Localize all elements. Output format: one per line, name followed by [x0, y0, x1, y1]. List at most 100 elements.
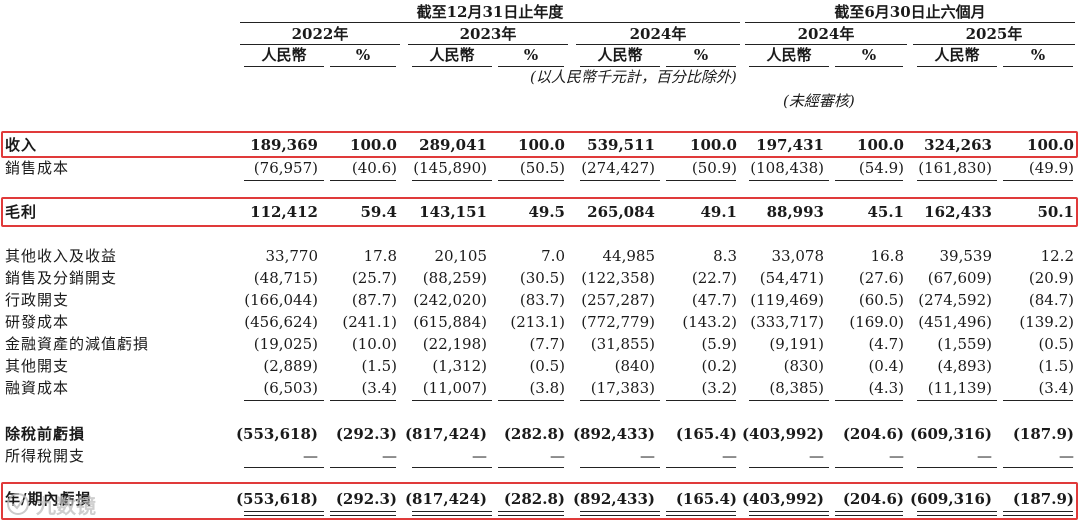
amount-cell: (11,139) [927, 379, 992, 397]
percent-cell: (0.5) [529, 357, 565, 375]
year-rule [408, 44, 568, 45]
subtotal-rule [835, 180, 903, 181]
watermark-logo-icon [7, 493, 29, 515]
subheader-rule [498, 66, 564, 67]
subtotal-rule [412, 400, 492, 401]
percent-cell: (241.1) [342, 313, 397, 331]
amount-cell: (830) [783, 357, 824, 375]
subtotal-rule [835, 467, 903, 468]
group-header-half-rule [745, 22, 1075, 23]
subheader-percent: % [861, 46, 877, 64]
percent-cell: (204.6) [842, 425, 904, 443]
table-row-net-loss: 年/期內虧損 (553,618) (292.3) (817,424) (282.8) (8… [0, 488, 1080, 510]
subheader-rule [580, 66, 660, 67]
amount-cell: — [640, 447, 655, 465]
percent-cell: 45.1 [867, 203, 904, 221]
row-label: 行政開支 [5, 291, 70, 309]
percent-cell: (292.3) [335, 425, 397, 443]
percent-cell: (292.3) [335, 490, 397, 508]
subtotal-rule [498, 400, 564, 401]
percent-cell: (47.7) [691, 291, 737, 309]
row-label: 所得稅開支 [5, 447, 86, 465]
amount-cell: (122,358) [581, 269, 655, 287]
percent-cell: (3.4) [361, 379, 397, 397]
subtotal-rule [330, 180, 396, 181]
percent-cell: 8.3 [713, 247, 737, 265]
subtotal-rule [917, 400, 997, 401]
amount-cell: (145,890) [413, 159, 487, 177]
amount-cell: 88,993 [766, 203, 824, 221]
amount-cell: (553,618) [235, 425, 318, 443]
audit-note: (未經審核) [783, 92, 855, 110]
table-row-finance-costs: 融資成本 (6,503) (3.4) (11,007) (3.8) (17,383) (3.… [0, 377, 1080, 399]
subtotal-rule [580, 180, 660, 181]
amount-cell: (553,618) [235, 490, 318, 508]
percent-cell: 12.2 [1040, 247, 1074, 265]
percent-cell: (213.1) [510, 313, 565, 331]
percent-cell: (22.7) [691, 269, 737, 287]
year-header-2023: 2023年 [459, 25, 517, 43]
percent-cell: (187.9) [1012, 425, 1074, 443]
percent-cell: (4.7) [868, 335, 904, 353]
amount-cell: (840) [614, 357, 655, 375]
row-label: 其他開支 [5, 357, 70, 375]
percent-cell: — [889, 447, 904, 465]
amount-cell: 143,151 [419, 203, 487, 221]
row-label: 收入 [5, 136, 38, 154]
percent-cell: (1.5) [1038, 357, 1074, 375]
total-double-rule [412, 511, 492, 516]
amount-cell: (9,191) [769, 335, 824, 353]
table-row-revenue: 收入 189,369 100.0 289,041 100.0 539,511 100.0 19… [0, 134, 1080, 156]
percent-cell: 50.1 [1037, 203, 1074, 221]
row-label: 銷售及分銷開支 [5, 269, 118, 287]
percent-cell: — [1059, 447, 1074, 465]
unit-note: (以人民幣千元計，百分比除外) [530, 68, 737, 86]
row-label: 融資成本 [5, 379, 70, 397]
percent-cell: (49.9) [1028, 159, 1074, 177]
percent-cell: (54.9) [858, 159, 904, 177]
amount-cell: (19,025) [253, 335, 318, 353]
row-label: 研發成本 [5, 313, 70, 331]
percent-cell: (5.9) [701, 335, 737, 353]
subtotal-rule [666, 400, 736, 401]
amount-cell: (108,438) [750, 159, 824, 177]
year-header-2024-annual: 2024年 [629, 25, 687, 43]
row-label: 金融資產的減值虧損 [5, 335, 150, 353]
amount-cell: (892,433) [572, 490, 655, 508]
year-header-2024-half: 2024年 [797, 25, 855, 43]
subtotal-rule [917, 180, 997, 181]
amount-cell: 197,431 [756, 136, 824, 154]
percent-cell: (60.5) [858, 291, 904, 309]
amount-cell: (76,957) [253, 159, 318, 177]
year-rule [240, 44, 400, 45]
percent-cell: 49.1 [700, 203, 737, 221]
percent-cell: (50.5) [519, 159, 565, 177]
row-label: 年/期內虧損 [5, 490, 92, 508]
percent-cell: 16.8 [870, 247, 904, 265]
amount-cell: (456,624) [244, 313, 318, 331]
subtotal-rule [244, 180, 324, 181]
total-double-rule [917, 511, 997, 516]
percent-cell: 17.8 [363, 247, 397, 265]
total-double-rule [749, 511, 829, 516]
table-row-cost-of-sales: 銷售成本 (76,957) (40.6) (145,890) (50.5) (274,42… [0, 157, 1080, 179]
total-double-rule [330, 511, 396, 516]
amount-cell: (242,020) [413, 291, 487, 309]
subheader-rule [666, 66, 736, 67]
percent-cell: 100.0 [1027, 136, 1074, 154]
amount-cell: — [977, 447, 992, 465]
amount-cell: (4,893) [937, 357, 992, 375]
subtotal-rule [1003, 180, 1073, 181]
year-rule [576, 44, 740, 45]
subtotal-rule [580, 467, 660, 468]
table-row-loss-before-tax: 除稅前虧損 (553,618) (292.3) (817,424) (282.8) (89… [0, 423, 1080, 445]
amount-cell: (6,503) [263, 379, 318, 397]
amount-cell: (333,717) [750, 313, 824, 331]
year-header-2025-half: 2025年 [965, 25, 1023, 43]
amount-cell: (817,424) [404, 490, 487, 508]
amount-cell: (609,316) [909, 490, 992, 508]
amount-cell: (1,312) [432, 357, 487, 375]
subtotal-rule [917, 467, 997, 468]
subheader-rule [749, 66, 829, 67]
